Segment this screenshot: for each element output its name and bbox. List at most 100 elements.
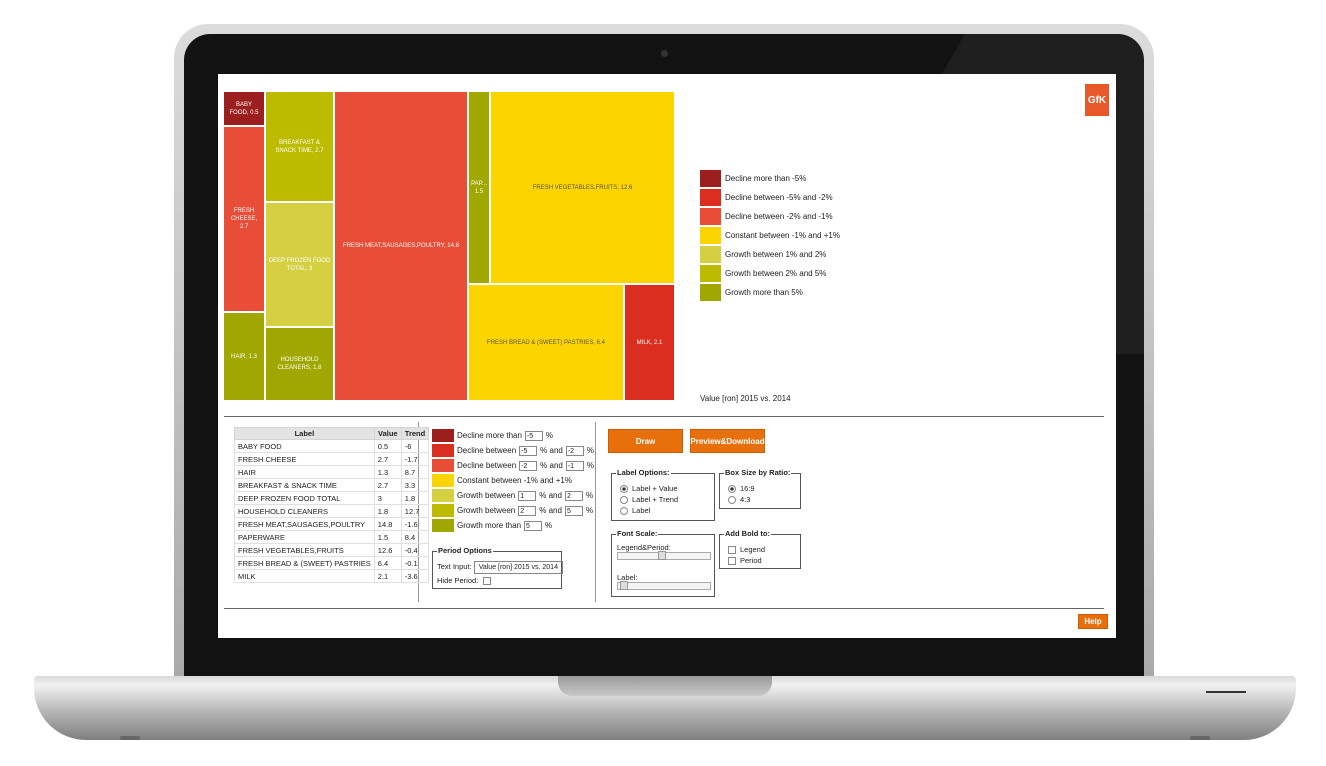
label-option[interactable]: Label + Value: [620, 484, 678, 494]
period-text-input[interactable]: Value [ron] 2015 vs. 2014: [473, 561, 563, 574]
threshold-input[interactable]: -2: [565, 445, 584, 456]
tile-label: FRESH MEAT,SAUSAGES,POULTRY, 14.8: [343, 243, 459, 249]
slider-thumb[interactable]: [620, 581, 628, 590]
bold-legend-checkbox[interactable]: [728, 546, 736, 555]
table-row[interactable]: FRESH BREAD & (SWEET) PASTRIES 6.4 -0.1: [234, 556, 430, 570]
table-row[interactable]: FRESH VEGETABLES,FRUITS 12.6 -0.4: [234, 543, 430, 557]
treemap-tile[interactable]: DEEP FROZEN FOOD TOTAL, 3: [265, 202, 334, 327]
table-row[interactable]: BREAKFAST & SNACK TIME 2.7 3.3: [234, 478, 430, 492]
tile-label: HOUSEHOLD CLEANERS, 1.8: [277, 357, 322, 371]
box-size-option[interactable]: 16:9: [728, 484, 755, 494]
radio-label-value[interactable]: [620, 485, 628, 494]
bold-period-checkbox[interactable]: [728, 557, 736, 566]
tile-label: HAIR, 1.3: [230, 353, 257, 360]
draw-button[interactable]: Draw: [608, 429, 683, 453]
threshold-input[interactable]: 1: [518, 490, 537, 501]
period-label: Value [ron] 2015 vs. 2014: [700, 394, 791, 403]
table-cell: 2.7: [373, 478, 402, 492]
preview-download-button[interactable]: Preview&Download: [690, 429, 765, 453]
slider-thumb[interactable]: [658, 551, 666, 560]
threshold-input[interactable]: -5: [524, 430, 543, 441]
table-cell: 1.5: [373, 530, 402, 544]
legend-period-slider[interactable]: [617, 551, 711, 560]
color-swatch: [432, 459, 454, 472]
treemap-tile[interactable]: FRESH CHEESE, 2.7: [223, 126, 265, 312]
table-cell: PAPERWARE: [234, 530, 375, 544]
treemap-tile[interactable]: HAIR, 1.3: [223, 312, 265, 401]
table-row[interactable]: FRESH MEAT,SAUSAGES,POULTRY 14.8 -1.6: [234, 517, 430, 531]
table-cell: -0.4: [400, 543, 430, 557]
threshold-input[interactable]: 2: [518, 505, 537, 516]
treemap-tile[interactable]: FRESH MEAT,SAUSAGES,POULTRY, 14.8: [334, 91, 468, 401]
table-cell: 12.7: [400, 504, 430, 518]
label-slider[interactable]: [617, 581, 711, 590]
config-row: Constant between -1% and +1%: [432, 474, 572, 487]
table-cell: 0.5: [373, 439, 402, 453]
table-cell: 3.3: [400, 478, 430, 492]
radio-label[interactable]: [620, 507, 628, 516]
treemap-tile[interactable]: BREAKFAST & SNACK TIME, 2.7: [265, 91, 334, 202]
radio-label-trend[interactable]: [620, 496, 628, 505]
table-cell: 1.8: [373, 504, 402, 518]
color-swatch: [700, 170, 721, 187]
divider: [224, 416, 1104, 417]
table-row[interactable]: HAIR 1.3 8.7: [234, 465, 430, 479]
threshold-input[interactable]: 2: [564, 490, 583, 501]
table-cell: 8.4: [400, 530, 430, 544]
treemap-tile[interactable]: PAP... 1.5: [468, 91, 490, 284]
threshold-input[interactable]: -5: [519, 445, 538, 456]
column-header[interactable]: Label: [234, 427, 375, 440]
table-row[interactable]: PAPERWARE 1.5 8.4: [234, 530, 430, 544]
color-swatch: [432, 489, 454, 502]
legend-item: Growth between 2% and 5%: [700, 265, 826, 282]
threshold-input[interactable]: 5: [524, 520, 543, 531]
treemap-tile[interactable]: HOUSEHOLD CLEANERS, 1.8: [265, 327, 334, 401]
color-swatch: [700, 208, 721, 225]
table-row[interactable]: BABY FOOD 0.5 -6: [234, 439, 430, 453]
threshold-input[interactable]: -2: [519, 460, 538, 471]
tile-label: BABY FOOD, 0.5: [229, 101, 259, 116]
radio-4-3[interactable]: [728, 496, 736, 505]
table-row[interactable]: DEEP FROZEN FOOD TOTAL 3 1.8: [234, 491, 430, 505]
color-swatch: [700, 246, 721, 263]
table-row[interactable]: MILK 2.1 -3.6: [234, 569, 430, 583]
period-options: Period Options Text Input: Value [ron] 2…: [432, 546, 563, 589]
color-swatch: [700, 265, 721, 282]
label-option[interactable]: Label: [620, 506, 650, 516]
table-cell: HOUSEHOLD CLEANERS: [234, 504, 375, 518]
threshold-input[interactable]: 5: [564, 505, 583, 516]
help-button[interactable]: Help: [1078, 614, 1108, 629]
treemap-tile[interactable]: MILK, 2.1: [624, 284, 675, 401]
label-option[interactable]: Label + Trend: [620, 495, 678, 505]
table-row[interactable]: FRESH CHEESE 2.7 -1.7: [234, 452, 430, 466]
box-size-option[interactable]: 4:3: [728, 495, 750, 505]
table-cell: 1.3: [373, 465, 402, 479]
bold-option[interactable]: Period: [728, 556, 762, 566]
config-row: Decline between -5% and -2%: [432, 444, 594, 457]
column-header[interactable]: Value: [373, 427, 402, 440]
tile-label: FRESH CHEESE, 2.7: [230, 208, 258, 230]
table-cell: -1.7: [400, 452, 430, 466]
color-swatch: [432, 519, 454, 532]
bold-option[interactable]: Legend: [728, 545, 765, 555]
label-options: Label Options: Label + Value Label + Tre…: [611, 468, 715, 521]
table-row[interactable]: HOUSEHOLD CLEANERS 1.8 12.7: [234, 504, 430, 518]
divider: [595, 422, 596, 602]
treemap-tile[interactable]: FRESH BREAD & (SWEET) PASTRIES, 6.4: [468, 284, 624, 401]
treemap-tile[interactable]: FRESH VEGETABLES,FRUITS, 12.6: [490, 91, 675, 284]
hide-period-checkbox[interactable]: [483, 577, 492, 586]
config-row: Growth between 1% and 2%: [432, 489, 593, 502]
color-swatch: [700, 284, 721, 301]
config-row: Decline more than -5%: [432, 429, 553, 442]
table-cell: 8.7: [400, 465, 430, 479]
legend-item: Growth more than 5%: [700, 284, 803, 301]
column-header[interactable]: Trend: [400, 427, 430, 440]
table-cell: FRESH CHEESE: [234, 452, 375, 466]
webcam-icon: [661, 50, 668, 57]
threshold-input[interactable]: -1: [565, 460, 584, 471]
radio-16-9[interactable]: [728, 485, 736, 494]
treemap-tile[interactable]: BABY FOOD, 0.5: [223, 91, 265, 126]
color-swatch: [432, 474, 454, 487]
table-cell: FRESH MEAT,SAUSAGES,POULTRY: [234, 517, 375, 531]
table-cell: HAIR: [234, 465, 375, 479]
